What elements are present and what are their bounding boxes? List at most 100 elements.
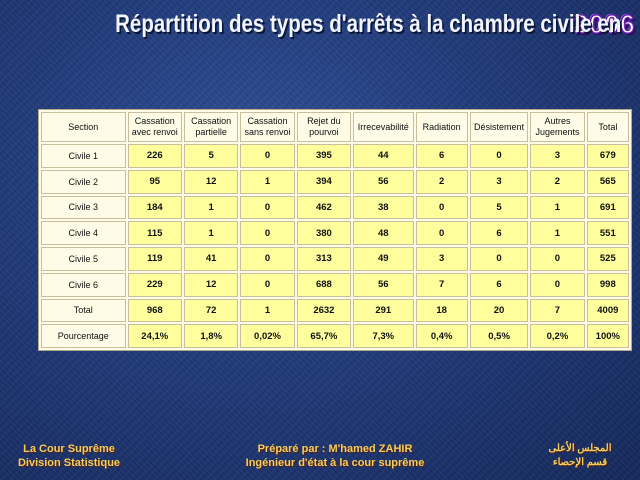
table-cell: 6	[415, 144, 468, 168]
table-cell: 0,02%	[240, 324, 295, 348]
table-cell: 226	[127, 144, 182, 168]
table-cell: 12	[183, 169, 239, 194]
table-cell: 100%	[586, 324, 629, 348]
table-cell: 0	[530, 272, 585, 297]
table-cell: 0,5%	[469, 324, 529, 348]
row-label: Civile 5	[41, 247, 126, 271]
table-row: Civile 2 95 12 1 394 56 2 3 2 565	[41, 169, 629, 194]
table-cell: 3	[469, 169, 529, 194]
row-label: Civile 4	[41, 221, 126, 245]
footer-right-line1: المجلس الأعلى	[548, 443, 612, 454]
table-cell: 1	[530, 195, 585, 220]
table-cell: 56	[353, 272, 414, 297]
row-label: Civile 6	[41, 272, 126, 297]
header-total: Total	[586, 112, 629, 142]
table-cell: 1	[183, 195, 239, 220]
table-cell: 18	[415, 298, 468, 323]
table-cell: 6	[469, 272, 529, 297]
table-cell: 115	[127, 221, 182, 245]
table-cell: 7	[530, 298, 585, 323]
table-cell: 551	[586, 221, 629, 245]
table-cell: 313	[296, 247, 352, 271]
table-cell: 0	[240, 221, 295, 245]
table-cell: 3	[415, 247, 468, 271]
table-cell: 0,2%	[530, 324, 585, 348]
header-section: Section	[41, 112, 126, 142]
statistics-table: Section Cassation avec renvoi Cassation …	[39, 110, 631, 350]
header-cassation-avec-renvoi: Cassation avec renvoi	[127, 112, 182, 142]
table-cell: 6	[469, 221, 529, 245]
table-cell: 0	[530, 247, 585, 271]
header-desistement: Désistement	[469, 112, 529, 142]
table-cell: 1	[183, 221, 239, 245]
header-radiation: Radiation	[415, 112, 468, 142]
table-cell: 0	[415, 195, 468, 220]
table-row: Civile 3 184 1 0 462 38 0 5 1 691	[41, 195, 629, 220]
footer-left-line2: Division Statistique	[17, 457, 121, 469]
footer-institution: La Cour Suprême Division Statistique	[6, 442, 132, 470]
table-cell: 56	[353, 169, 414, 194]
table-row: Civile 4 115 1 0 380 48 0 6 1 551	[41, 221, 629, 245]
table-cell: 38	[353, 195, 414, 220]
table-cell: 691	[586, 195, 629, 220]
row-label: Civile 1	[41, 144, 126, 168]
table-cell: 462	[296, 195, 352, 220]
table-cell: 5	[469, 195, 529, 220]
table-cell: 2	[415, 169, 468, 194]
table-cell: 0	[240, 144, 295, 168]
table-cell: 4009	[586, 298, 629, 323]
table-cell: 2632	[296, 298, 352, 323]
slide-title: Répartition des types d'arrêts à la cham…	[0, 6, 640, 42]
table-cell: 44	[353, 144, 414, 168]
table-cell: 380	[296, 221, 352, 245]
table-cell: 1	[240, 169, 295, 194]
table-cell: 184	[127, 195, 182, 220]
table-row: Pourcentage 24,1% 1,8% 0,02% 65,7% 7,3% 0,4% 0,…	[41, 324, 629, 348]
table-cell: 525	[586, 247, 629, 271]
table-cell: 20	[469, 298, 529, 323]
table-cell: 968	[127, 298, 182, 323]
table-cell: 394	[296, 169, 352, 194]
table-cell: 0	[469, 144, 529, 168]
table-cell: 1,8%	[183, 324, 239, 348]
table-cell: 119	[127, 247, 182, 271]
table-cell: 0	[240, 195, 295, 220]
table-cell: 2	[530, 169, 585, 194]
table-cell: 688	[296, 272, 352, 297]
table-cell: 12	[183, 272, 239, 297]
table-cell: 72	[183, 298, 239, 323]
header-cassation-sans-renvoi: Cassation sans renvoi	[240, 112, 295, 142]
footer-author: Préparé par : M'hamed ZAHIR Ingénieur d'…	[225, 442, 445, 470]
table-cell: 49	[353, 247, 414, 271]
header-cassation-partielle: Cassation partielle	[183, 112, 239, 142]
row-label: Civile 3	[41, 195, 126, 220]
footer-right-line2: قسم الإحصاء	[552, 457, 608, 468]
table-cell: 998	[586, 272, 629, 297]
header-irrecevabilite: Irrecevabilité	[353, 112, 414, 142]
table-cell: 3	[530, 144, 585, 168]
table-cell: 565	[586, 169, 629, 194]
table-cell: 7,3%	[353, 324, 414, 348]
footer-center-line1: Préparé par : M'hamed ZAHIR	[257, 443, 413, 455]
table-cell: 395	[296, 144, 352, 168]
footer-center-line2: Ingénieur d'état à la cour suprême	[245, 457, 425, 469]
row-label: Total	[41, 298, 126, 323]
footer-arabic: المجلس الأعلى قسم الإحصاء	[525, 442, 635, 470]
table-cell: 0	[469, 247, 529, 271]
table-cell: 5	[183, 144, 239, 168]
title-year: 2006	[573, 8, 636, 40]
table-cell: 7	[415, 272, 468, 297]
table-cell: 41	[183, 247, 239, 271]
header-rejet-du-pourvoi: Rejet du pourvoi	[296, 112, 352, 142]
table-row: Total 968 72 1 2632 291 18 20 7 4009	[41, 298, 629, 323]
table-header-row: Section Cassation avec renvoi Cassation …	[41, 112, 629, 142]
table-cell: 0	[240, 247, 295, 271]
table-cell: 95	[127, 169, 182, 194]
table-row: Civile 5 119 41 0 313 49 3 0 0 525	[41, 247, 629, 271]
table-cell: 1	[240, 298, 295, 323]
title-text: Répartition des types d'arrêts à la cham…	[115, 9, 622, 38]
table-cell: 0	[240, 272, 295, 297]
table-cell: 679	[586, 144, 629, 168]
table-cell: 291	[353, 298, 414, 323]
footer-left-line1: La Cour Suprême	[23, 443, 115, 455]
